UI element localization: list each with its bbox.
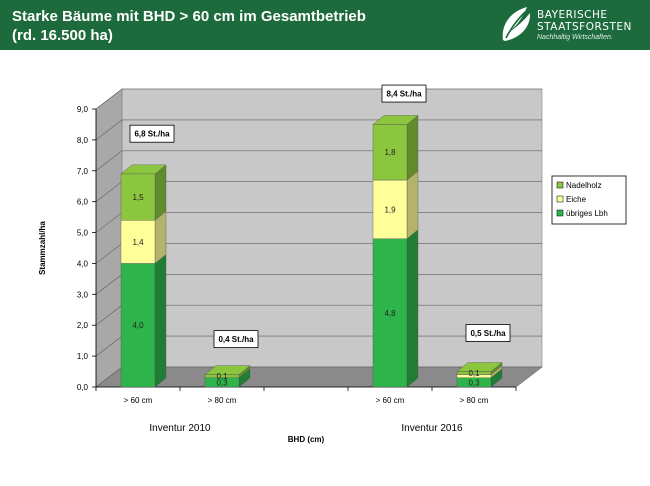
page-subtitle: (rd. 16.500 ha) — [12, 27, 113, 44]
bars — [120, 115, 503, 388]
x-tick-label: > 60 cm — [376, 396, 405, 405]
y-tick-label: 9,0 — [77, 105, 89, 114]
legend-box — [551, 175, 627, 225]
bar-segment-side — [406, 115, 419, 181]
total-label: 0,5 St./ha — [470, 329, 506, 338]
data-label: 4,0 — [132, 321, 144, 330]
legend-entry: übriges Lbh — [566, 209, 608, 218]
y-tick-label: 6,0 — [77, 198, 89, 207]
bar-segment-side — [406, 170, 419, 240]
bar-top — [372, 115, 419, 125]
header-bar: Starke Bäume mit BHD > 60 cm im Gesamtbe… — [0, 0, 650, 50]
y-axis-title: Stammzahl/ha — [38, 221, 47, 275]
bar-segment-side — [406, 229, 419, 388]
total-label-box — [129, 124, 175, 143]
x-tick-label: > 80 cm — [208, 396, 237, 405]
y-tick-label: 4,0 — [77, 259, 89, 268]
total-label-box — [381, 84, 427, 103]
x-tick-label: > 80 cm — [460, 396, 489, 405]
logo-text-line2: STAATSFORSTEN — [537, 21, 632, 33]
bar-top — [456, 362, 503, 372]
legend-swatch — [556, 209, 564, 217]
total-label-box — [465, 324, 511, 342]
bar-top — [204, 365, 251, 375]
y-tick-label: 8,0 — [77, 136, 89, 145]
stacked-bar-chart: 0,0 1,0 2,0 3,0 4,0 5,0 6,0 7,0 8,0 9,0 > 60 cm > 8… — [38, 84, 627, 444]
total-label-box — [213, 330, 259, 349]
legend-swatch — [556, 195, 564, 203]
bar-segment-side — [154, 164, 167, 221]
side-wall — [95, 88, 123, 388]
labels: 4,01,41,50,30,14,81,91,80,30,16,8 St./ha… — [38, 84, 511, 444]
y-tick-label: 1,0 — [77, 352, 89, 361]
leaf-logo-icon — [502, 7, 531, 41]
logo-tagline: Nachhaltig Wirtschaften. — [537, 34, 613, 41]
legend-entry: Nadelholz — [566, 181, 602, 190]
y-tick-label: 5,0 — [77, 229, 89, 238]
bar-segment-side — [154, 254, 167, 388]
data-label: 0,1 — [468, 369, 480, 378]
total-label: 8,4 St./ha — [386, 90, 422, 99]
bar-segment — [120, 173, 156, 221]
group-label: Inventur 2016 — [401, 423, 463, 434]
y-tick-label: 0,0 — [77, 383, 89, 392]
y-tick-label: 2,0 — [77, 321, 89, 330]
data-label: 1,8 — [384, 148, 396, 157]
data-label: 4,8 — [384, 309, 396, 318]
data-label: 1,5 — [132, 193, 144, 202]
bar-segment — [372, 179, 408, 239]
company-logo: BAYERISCHE STAATSFORSTEN Nachhaltig Wirt… — [497, 4, 647, 46]
x-tick-label: > 60 cm — [124, 396, 153, 405]
bar-top — [120, 164, 167, 175]
data-label: 1,4 — [132, 238, 144, 247]
logo-text-line1: BAYERISCHE — [537, 9, 608, 21]
bar-segment — [372, 238, 408, 388]
x-axis-title: BHD (cm) — [288, 435, 325, 444]
y-tick-label: 7,0 — [77, 167, 89, 176]
group-label: Inventur 2010 — [149, 423, 211, 434]
legend: Nadelholz Eiche übriges Lbh — [551, 175, 627, 225]
bar-segment — [120, 263, 156, 388]
y-tick-label: 3,0 — [77, 290, 89, 299]
data-label: 1,9 — [384, 205, 396, 214]
total-label: 0,4 St./ha — [218, 335, 254, 344]
data-label: 0,3 — [468, 378, 480, 387]
data-label: 0,3 — [216, 378, 228, 387]
axes: 0,0 1,0 2,0 3,0 4,0 5,0 6,0 7,0 8,0 9,0 > 60 cm > 8… — [77, 105, 517, 405]
legend-entry: Eiche — [566, 195, 587, 204]
total-label: 6,8 St./ha — [134, 130, 170, 139]
bar-segment — [120, 219, 156, 264]
legend-swatch — [556, 181, 564, 189]
data-label: 0,1 — [216, 372, 228, 381]
page-title: Starke Bäume mit BHD > 60 cm im Gesamtbe… — [12, 8, 366, 25]
